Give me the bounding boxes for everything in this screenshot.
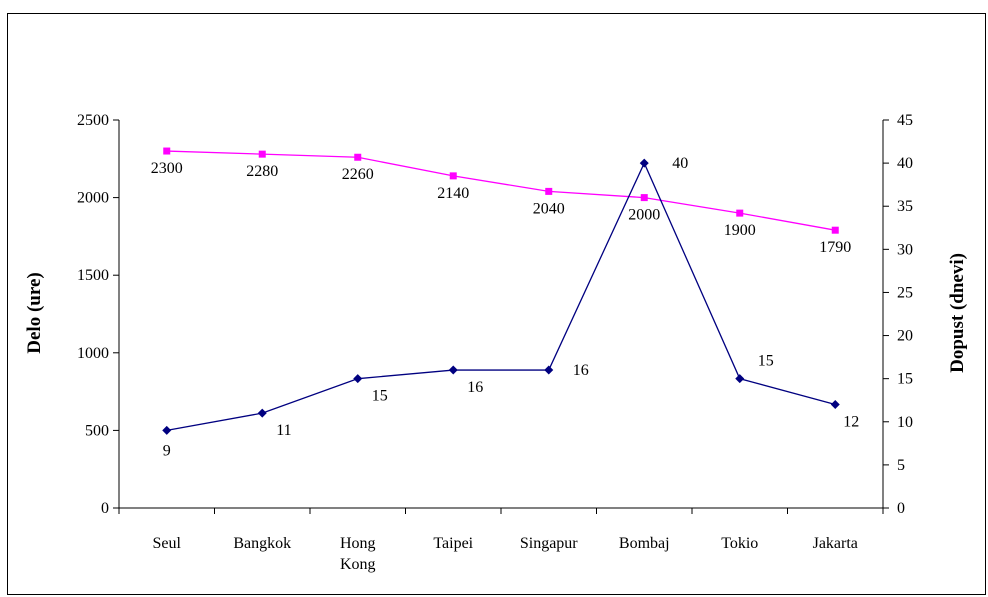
series-2-data-label: 15 — [372, 388, 388, 405]
series-1-data-label: 2040 — [533, 200, 565, 217]
y-left-tick-label: 2500 — [77, 112, 109, 129]
series-2-point — [830, 400, 840, 410]
chart-frame — [7, 13, 986, 595]
series-1-point — [449, 172, 457, 180]
series-2-point — [735, 374, 745, 384]
x-tick-label: Taipei — [433, 535, 473, 552]
series-1-point — [354, 153, 362, 161]
y-left-tick-label: 1500 — [77, 267, 109, 284]
y-right-tick-label: 5 — [897, 457, 905, 474]
series-1-point — [163, 147, 171, 155]
series-2-point — [257, 408, 267, 418]
series-2-data-label: 11 — [276, 422, 291, 439]
series-1-point — [258, 150, 266, 158]
series-2-data-label: 16 — [573, 362, 589, 379]
series-1-line — [166, 150, 836, 231]
y-right-tick-label: 45 — [897, 112, 913, 129]
series-2-line — [166, 161, 836, 432]
x-tick-label: Singapur — [520, 535, 578, 552]
series-2-point — [544, 365, 554, 375]
series-2-data-label: 9 — [163, 442, 171, 459]
series-2-point — [639, 158, 649, 168]
series-1-data-label: 2140 — [437, 185, 469, 202]
series-2-data-label: 15 — [758, 353, 774, 370]
series-1-point — [736, 209, 744, 217]
series-1-point — [640, 194, 648, 202]
y-right-tick-label: 20 — [897, 328, 913, 345]
x-tick-label: Seul — [153, 535, 182, 552]
y-axis-left-title: Delo (ure) — [24, 272, 45, 353]
y-right-tick-label: 30 — [897, 241, 913, 258]
series-1-point — [545, 187, 553, 195]
series-2-data-label: 40 — [672, 155, 688, 172]
series-2-point — [448, 365, 458, 375]
y-right-tick-label: 10 — [897, 414, 913, 431]
series-1-point — [831, 226, 839, 234]
axes: 0 500 1000 1500 2000 2500 0 5 10 15 20 25 30 35 40 45 Se… — [77, 112, 913, 573]
x-tick-label: Tokio — [721, 535, 758, 552]
series-1-data-label: 1900 — [724, 222, 756, 239]
y-left-tick-label: 500 — [85, 422, 109, 439]
y-right-tick-label: 40 — [897, 155, 913, 172]
series-1-data-label: 2300 — [151, 160, 183, 177]
y-right-tick-label: 0 — [897, 500, 905, 517]
series-1-data-label: 2000 — [628, 207, 660, 224]
series-1-data-label: 1790 — [819, 239, 851, 256]
series-2-point — [162, 425, 172, 435]
x-tick-label: Jakarta — [813, 535, 858, 552]
series-1-data-label: 2280 — [246, 163, 278, 180]
y-right-tick-label: 15 — [897, 371, 913, 388]
y-right-tick-label: 25 — [897, 284, 913, 301]
series-2-data-label: 12 — [843, 414, 859, 431]
y-axis-right-title: Dopust (dnevi) — [947, 253, 968, 373]
series-2-point — [353, 374, 363, 384]
y-right-tick-label: 35 — [897, 198, 913, 215]
x-tick-label: Bombaj — [619, 535, 670, 552]
series-2-data-label: 16 — [467, 379, 483, 396]
y-left-tick-label: 2000 — [77, 190, 109, 207]
series-1-data-label: 2260 — [342, 166, 374, 183]
x-tick-label: Bangkok — [233, 535, 291, 552]
y-left-tick-label: 0 — [101, 500, 109, 517]
x-tick-label: Hong Kong — [340, 535, 376, 573]
series-layer: 2300 2280 2260 2140 2040 2000 1900 1790 9 11 15 16 1… — [151, 147, 859, 459]
y-left-tick-label: 1000 — [77, 345, 109, 362]
